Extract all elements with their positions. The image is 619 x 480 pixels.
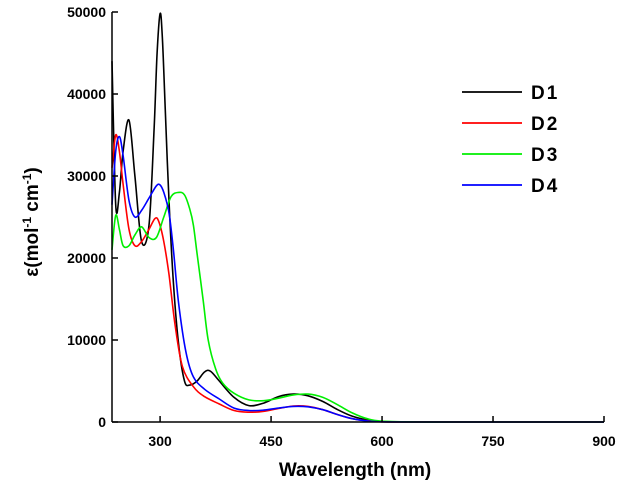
legend-label-d3: D3 bbox=[531, 145, 559, 166]
y-tick-label: 0 bbox=[98, 414, 106, 430]
series-line-d4 bbox=[111, 135, 604, 423]
y-tick-label: 30000 bbox=[67, 168, 106, 184]
axes-group bbox=[111, 12, 604, 423]
x-tick-label: 300 bbox=[148, 433, 172, 449]
ticks-group: 300 450 600 750 900 0 10000 20000 30000 40000 5000… bbox=[67, 4, 616, 449]
series-line-d1 bbox=[111, 12, 604, 423]
x-tick-label: 450 bbox=[259, 433, 283, 449]
legend-label-d1: D1 bbox=[531, 83, 559, 104]
x-axis-title: Wavelength (nm) bbox=[279, 460, 431, 480]
series-line-d3 bbox=[111, 191, 604, 423]
legend-label-d2: D2 bbox=[531, 114, 559, 135]
y-tick-label: 10000 bbox=[67, 332, 106, 348]
series-group bbox=[111, 12, 604, 423]
legend: D1 D2 D3 D4 bbox=[462, 83, 559, 197]
y-tick-label: 40000 bbox=[67, 86, 106, 102]
x-tick-label: 750 bbox=[481, 433, 505, 449]
legend-label-d4: D4 bbox=[531, 176, 559, 197]
x-tick-label: 600 bbox=[370, 433, 394, 449]
x-tick-label: 900 bbox=[592, 433, 616, 449]
y-axis-title: ε(mol-1 cm-1) bbox=[20, 167, 43, 277]
y-tick-label: 50000 bbox=[67, 4, 106, 20]
y-tick-label: 20000 bbox=[67, 250, 106, 266]
